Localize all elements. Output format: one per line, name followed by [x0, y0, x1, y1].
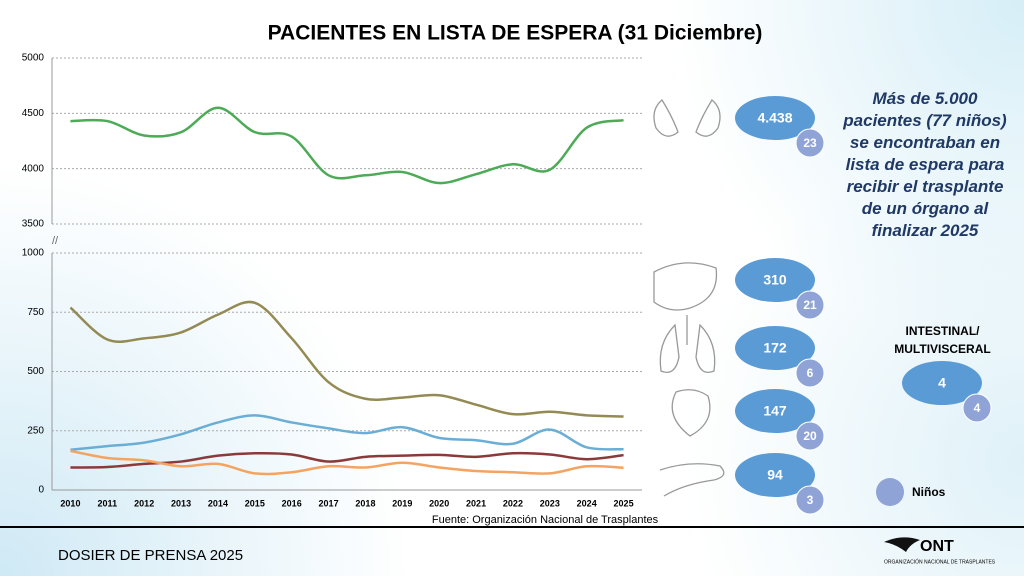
total-bubble — [735, 258, 815, 302]
children-bubble — [795, 128, 825, 158]
children-label: 6 — [807, 366, 814, 380]
children-label: 4 — [974, 401, 981, 415]
x-tick-label: 2013 — [171, 498, 191, 508]
x-tick-label: 2012 — [134, 498, 154, 508]
y-tick-label: 5000 — [22, 53, 45, 64]
total-bubble — [735, 453, 815, 497]
x-tick-label: 2025 — [614, 498, 634, 508]
children-bubble — [795, 358, 825, 388]
children-label: 20 — [803, 429, 817, 443]
children-bubble — [795, 290, 825, 320]
summary-label: INTESTINAL/ MULTIVISCERAL — [894, 324, 991, 356]
y-tick-label: 750 — [27, 307, 44, 318]
organ-icons — [653, 99, 725, 497]
y-tick-label: 250 — [27, 425, 44, 436]
children-bubble — [962, 393, 992, 423]
x-tick-label: 2011 — [98, 498, 118, 508]
x-tick-label: 2020 — [429, 498, 449, 508]
total-bubble — [735, 96, 815, 140]
total-bubble — [735, 326, 815, 370]
x-tick-label: 2019 — [392, 498, 412, 508]
x-tick-label: 2010 — [60, 498, 80, 508]
x-tick-label: 2021 — [466, 498, 486, 508]
total-label: 310 — [763, 272, 787, 288]
line — [70, 414, 624, 451]
total-label: 4.438 — [757, 110, 792, 126]
legend-label: Niños — [912, 485, 946, 499]
y-tick-label: 4000 — [22, 163, 45, 174]
source: Fuente: Organización Nacional de Traspla… — [432, 514, 659, 526]
children-bubble — [795, 485, 825, 515]
children-label: 21 — [803, 298, 817, 312]
y-tick-label: 500 — [27, 366, 44, 377]
footer: DOSIER DE PRENSA 2025 — [58, 547, 243, 564]
x-tick-label: 2022 — [503, 498, 523, 508]
x-tick-label: 2014 — [208, 498, 228, 508]
line — [69, 300, 624, 418]
x-tick-label: 2017 — [319, 498, 339, 508]
logo-icon — [884, 537, 920, 552]
chart-title: PACIENTES EN LISTA DE ESPERA (31 Diciemb… — [268, 22, 763, 45]
x-tick-label: 2015 — [245, 498, 265, 508]
children-bubble — [795, 421, 825, 451]
y-tick-label: 3500 — [22, 219, 45, 230]
x-tick-label: 2023 — [540, 498, 560, 508]
total-bubble — [902, 361, 982, 405]
y-tick-label: 1000 — [22, 248, 45, 259]
y-tick-label: 0 — [38, 485, 44, 496]
total-label: 4 — [938, 375, 946, 391]
children-label: 23 — [803, 136, 817, 150]
total-label: 147 — [763, 403, 787, 419]
line — [70, 451, 624, 469]
children-label: 3 — [807, 493, 814, 507]
x-tick-label: 2016 — [282, 498, 302, 508]
legend-swatch — [876, 478, 904, 506]
line — [70, 106, 624, 185]
logo-subtitle: ORGANIZACIÓN NACIONAL DE TRASPLANTES — [884, 558, 996, 565]
y-tick-label: 4500 — [22, 108, 45, 119]
logo-name: ONT — [920, 538, 954, 555]
line — [70, 449, 624, 476]
x-tick-label: 2024 — [577, 498, 597, 508]
annotation: Más de 5.000 pacientes (77 niños) se enc… — [843, 89, 1007, 240]
x-tick-label: 2018 — [355, 498, 375, 508]
total-bubble — [735, 389, 815, 433]
total-label: 172 — [763, 340, 787, 356]
axis-break: // — [52, 235, 59, 247]
total-label: 94 — [767, 467, 783, 483]
